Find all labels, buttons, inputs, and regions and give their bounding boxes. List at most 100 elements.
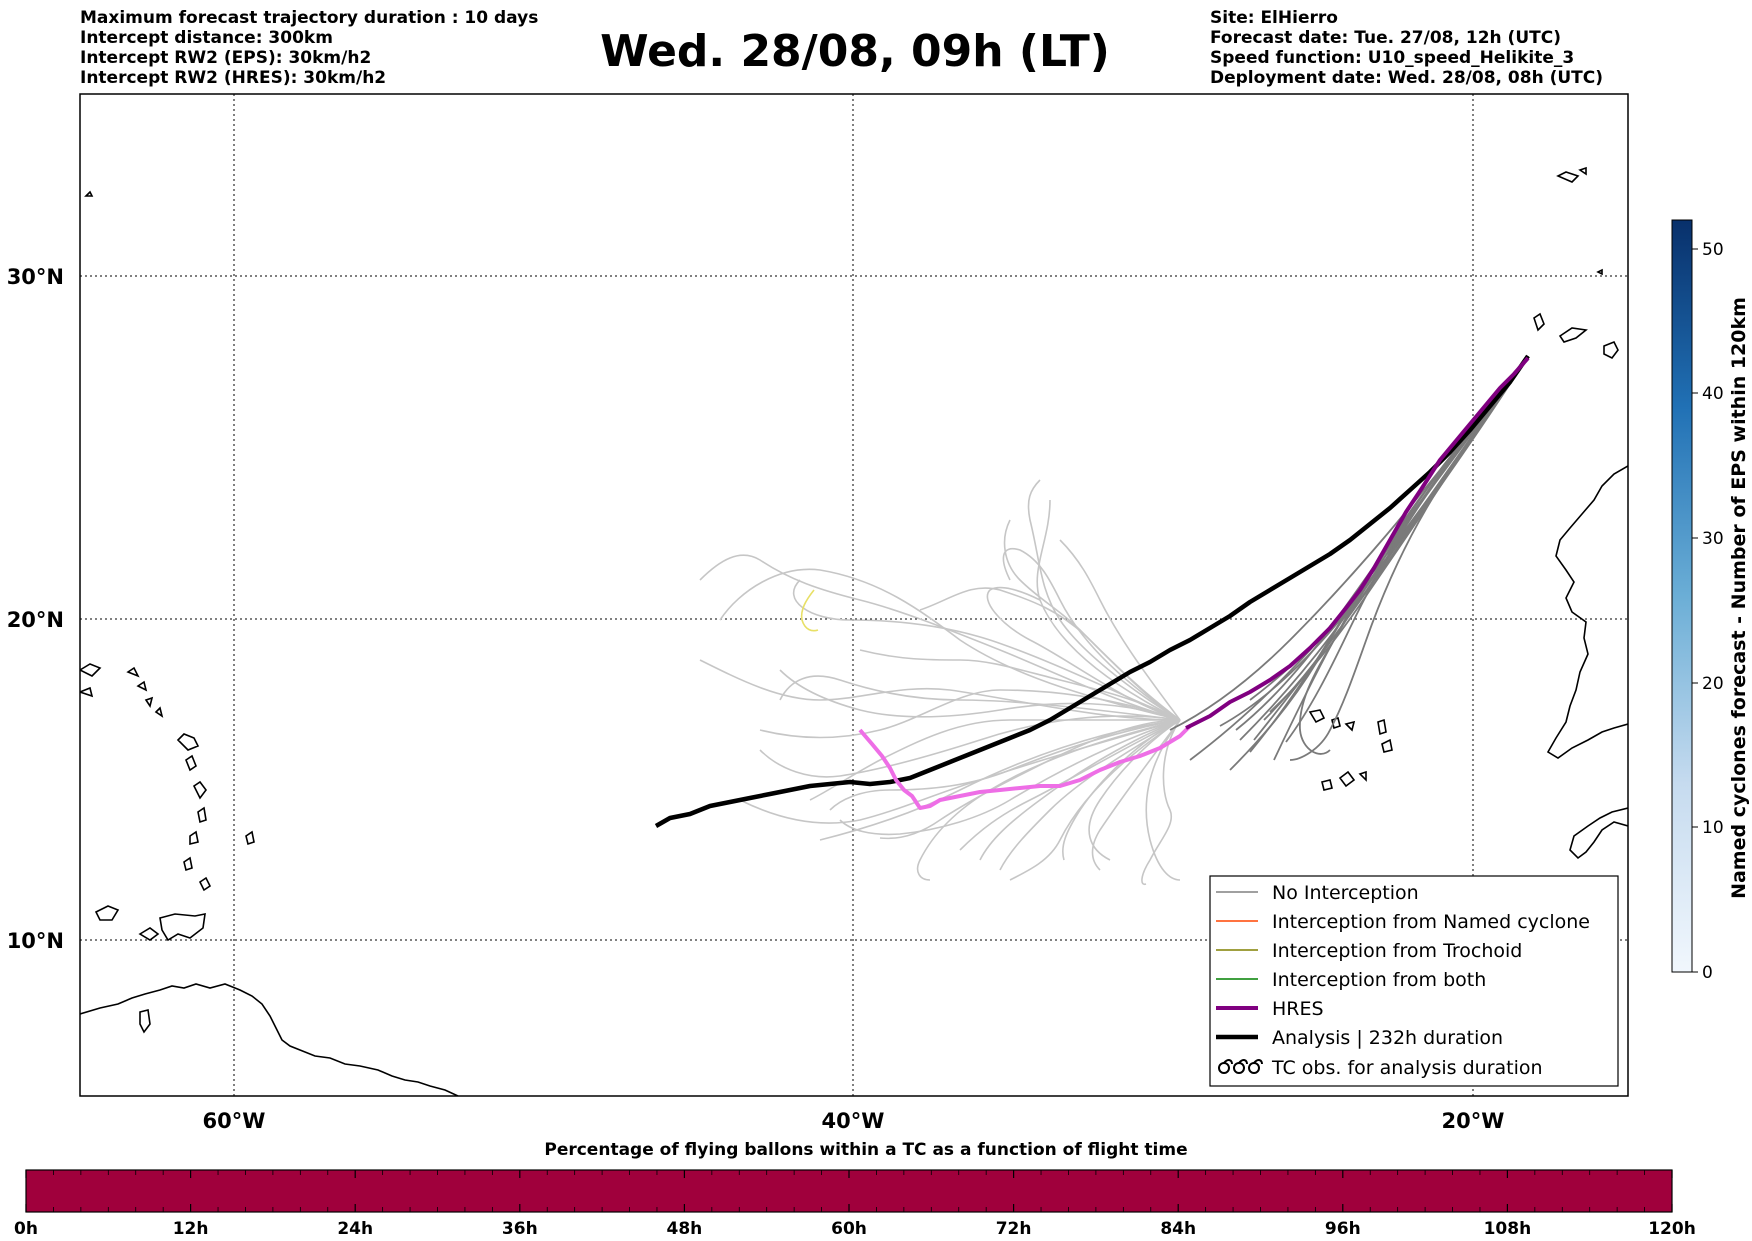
page-title: Wed. 28/08, 09h (LT) bbox=[600, 26, 1110, 77]
map-frame bbox=[79, 93, 1629, 1097]
trochoid-fragment bbox=[800, 589, 819, 632]
legend-label-both: Interception from both bbox=[1272, 969, 1486, 991]
time-tick-label: 96h bbox=[1325, 1219, 1361, 1239]
coast-azores-bit bbox=[84, 190, 94, 197]
time-bar: Percentage of flying ballons within a TC… bbox=[14, 1140, 1696, 1239]
info-right: Site: ElHierro Forecast date: Tue. 27/08… bbox=[1210, 8, 1603, 88]
hres-track bbox=[1185, 356, 1530, 730]
eps-trajectory bbox=[1003, 519, 1181, 721]
lat-label-20n: 20°N bbox=[7, 608, 64, 632]
colorbar-label: Named cyclones forecast - Number of EPS … bbox=[1728, 297, 1750, 899]
coast-caribbean-arc bbox=[80, 663, 164, 718]
legend-label-hres: HRES bbox=[1272, 998, 1324, 1020]
coastlines bbox=[80, 166, 1628, 1096]
eps-trajectory bbox=[719, 568, 1181, 721]
info-left-line: Intercept RW2 (HRES): 30km/h2 bbox=[80, 68, 387, 88]
colorbar-tick-label: 20 bbox=[1702, 674, 1724, 694]
coast-trinidad bbox=[159, 912, 206, 942]
info-right-line: Deployment date: Wed. 28/08, 08h (UTC) bbox=[1210, 68, 1604, 88]
eps-trajectory bbox=[1285, 355, 1529, 743]
eps-trajectory bbox=[793, 579, 1181, 721]
colorbar-tick-label: 50 bbox=[1702, 240, 1724, 260]
legend-label-no-interception: No Interception bbox=[1272, 882, 1419, 904]
eps-trajectory bbox=[1062, 719, 1181, 861]
info-left-line: Intercept RW2 (EPS): 30km/h2 bbox=[80, 48, 372, 68]
info-left-line: Maximum forecast trajectory duration : 1… bbox=[80, 8, 539, 28]
eps-trajectory bbox=[1141, 719, 1181, 885]
eps-trajectory bbox=[819, 719, 1181, 841]
coast-africa-south bbox=[1569, 807, 1628, 860]
hres-track-early bbox=[858, 724, 1192, 810]
colorbar: 0 10 20 30 40 50 Named cyclones forecast… bbox=[1671, 219, 1750, 983]
eps-trajectory bbox=[759, 689, 1181, 739]
eps-trajectory bbox=[1088, 719, 1181, 861]
eps-trajectory bbox=[1036, 499, 1181, 721]
lon-label-20w: 20°W bbox=[1442, 1109, 1505, 1133]
eps-trajectory bbox=[829, 719, 1181, 811]
eps-trajectory bbox=[699, 554, 1181, 721]
coast-cape-verde bbox=[1308, 709, 1393, 791]
info-left: Maximum forecast trajectory duration : 1… bbox=[80, 8, 538, 88]
legend: No Interception Interception from Named … bbox=[1209, 875, 1619, 1087]
time-tick-label: 60h bbox=[831, 1219, 867, 1239]
eps-trajectory bbox=[1239, 355, 1529, 741]
colorbar-tick-label: 30 bbox=[1702, 529, 1724, 549]
eps-trajectory bbox=[809, 719, 1180, 801]
coast-canary-islands bbox=[1533, 312, 1619, 360]
coast-tobago-grenada bbox=[139, 1009, 151, 1034]
coast-venezuela-islands bbox=[94, 905, 160, 941]
colorbar-ticks bbox=[1692, 248, 1698, 973]
time-tick-label: 48h bbox=[667, 1219, 703, 1239]
eps-trajectory bbox=[1059, 539, 1181, 721]
tc-obs-icon bbox=[1218, 1059, 1263, 1074]
time-bar-major-ticks bbox=[25, 1170, 1673, 1212]
time-tick-label: 72h bbox=[996, 1219, 1032, 1239]
colorbar-tick-label: 10 bbox=[1702, 818, 1724, 838]
analysis-track bbox=[654, 354, 1530, 828]
coast-madeira bbox=[1556, 166, 1603, 276]
lat-label-10n: 10°N bbox=[7, 929, 64, 953]
coast-lesser-antilles bbox=[176, 733, 255, 892]
time-bar-minor-ticks bbox=[53, 1170, 1645, 1212]
time-tick-label: 36h bbox=[502, 1219, 538, 1239]
eps-trajectory bbox=[979, 719, 1181, 861]
coast-south-america bbox=[80, 983, 459, 1096]
colorbar-tick-label: 0 bbox=[1702, 963, 1713, 983]
eps-trajectory bbox=[1009, 719, 1181, 881]
legend-label-tc-obs: TC obs. for analysis duration bbox=[1271, 1057, 1543, 1079]
lon-label-60w: 60°W bbox=[203, 1109, 266, 1133]
eps-trajectory bbox=[779, 675, 1181, 721]
time-tick-label: 108h bbox=[1484, 1219, 1532, 1239]
eps-trajectory bbox=[959, 719, 1181, 851]
lon-label-40w: 40°W bbox=[822, 1109, 885, 1133]
info-right-line: Forecast date: Tue. 27/08, 12h (UTC) bbox=[1210, 28, 1561, 48]
time-tick-label: 84h bbox=[1160, 1219, 1196, 1239]
legend-label-trochoid: Interception from Trochoid bbox=[1272, 940, 1522, 962]
eps-trajectory bbox=[759, 715, 1181, 778]
eps-trajectory bbox=[779, 669, 1181, 721]
info-right-line: Speed function: U10_speed_Helikite_3 bbox=[1210, 48, 1575, 68]
eps-trajectory bbox=[999, 719, 1181, 871]
legend-label-analysis: Analysis | 232h duration bbox=[1272, 1027, 1503, 1049]
eps-dark-trajectories bbox=[1169, 355, 1529, 771]
eps-trajectory bbox=[1269, 355, 1529, 713]
time-tick-label: 0h bbox=[14, 1219, 38, 1239]
time-tick-label: 120h bbox=[1648, 1219, 1696, 1239]
eps-trajectory bbox=[916, 719, 1181, 881]
colorbar-gradient bbox=[1671, 219, 1693, 973]
coast-africa bbox=[1546, 465, 1628, 759]
colorbar-tick-label: 40 bbox=[1702, 384, 1724, 404]
eps-light-trajectories bbox=[699, 479, 1181, 885]
eps-trajectory bbox=[859, 649, 1181, 721]
eps-trajectory bbox=[699, 659, 1181, 721]
time-tick-label: 24h bbox=[337, 1219, 373, 1239]
eps-trajectory bbox=[839, 719, 1181, 836]
time-bar-title: Percentage of flying ballons within a TC… bbox=[544, 1140, 1187, 1160]
eps-trajectory bbox=[1145, 719, 1181, 881]
info-right-line: Site: ElHierro bbox=[1210, 8, 1338, 28]
legend-label-named-cyclone: Interception from Named cyclone bbox=[1272, 911, 1590, 933]
legend-box bbox=[1209, 875, 1619, 1087]
time-tick-label: 12h bbox=[173, 1219, 209, 1239]
info-left-line: Intercept distance: 300km bbox=[80, 28, 333, 48]
